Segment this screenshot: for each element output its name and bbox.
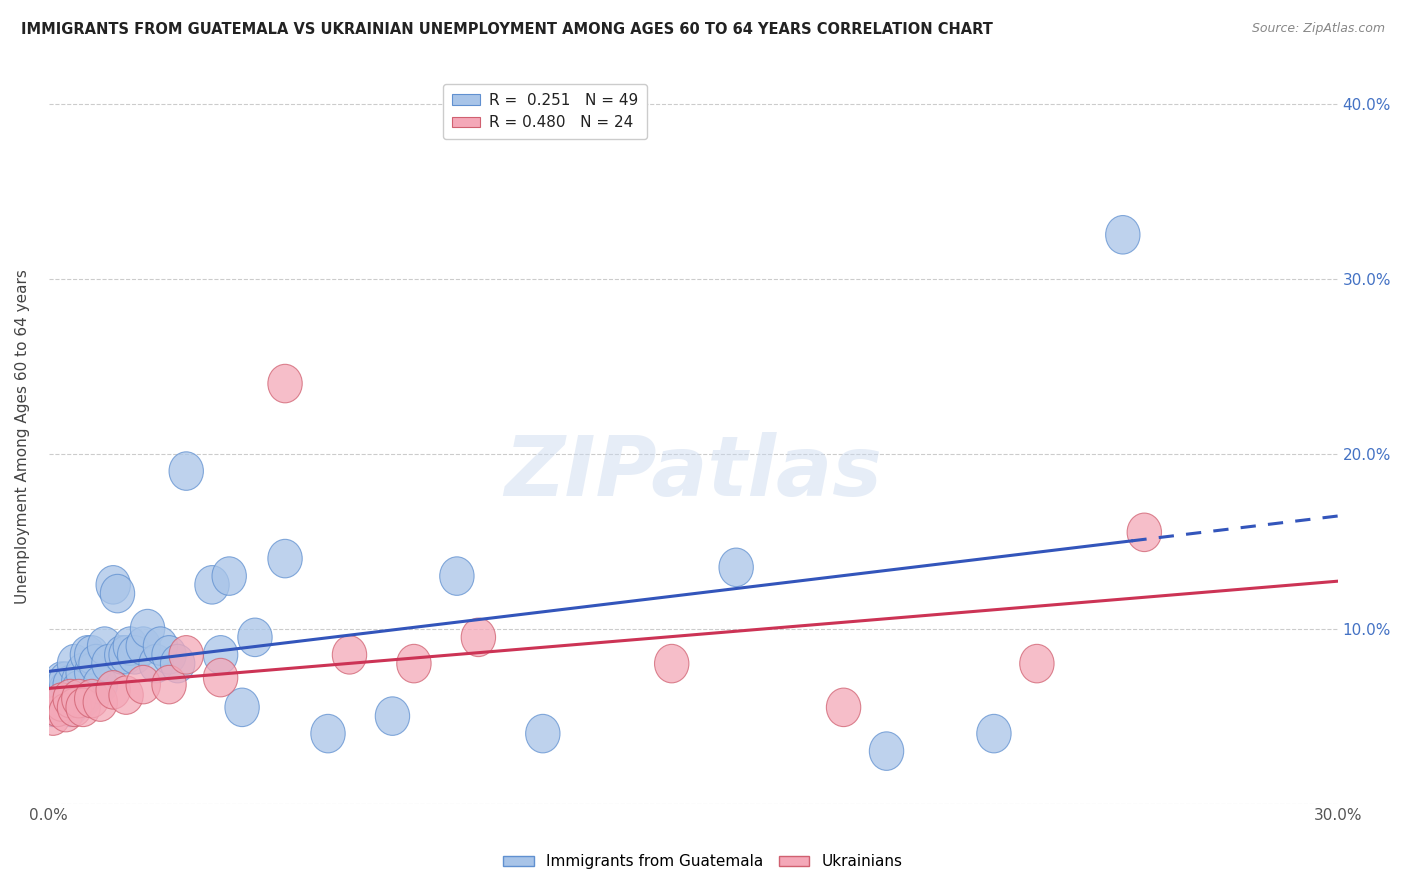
Ellipse shape [396, 644, 432, 683]
Y-axis label: Unemployment Among Ages 60 to 64 years: Unemployment Among Ages 60 to 64 years [15, 268, 30, 604]
Ellipse shape [87, 627, 122, 665]
Ellipse shape [53, 688, 87, 727]
Ellipse shape [66, 688, 100, 727]
Ellipse shape [104, 636, 139, 674]
Ellipse shape [311, 714, 346, 753]
Ellipse shape [45, 662, 79, 700]
Ellipse shape [53, 665, 87, 704]
Ellipse shape [169, 452, 204, 491]
Ellipse shape [127, 665, 160, 704]
Ellipse shape [269, 540, 302, 578]
Ellipse shape [96, 566, 131, 604]
Ellipse shape [152, 665, 186, 704]
Ellipse shape [75, 653, 108, 691]
Ellipse shape [131, 609, 165, 648]
Ellipse shape [212, 557, 246, 595]
Ellipse shape [62, 671, 96, 709]
Ellipse shape [127, 627, 160, 665]
Text: ZIPatlas: ZIPatlas [505, 433, 882, 513]
Ellipse shape [108, 676, 143, 714]
Ellipse shape [49, 662, 83, 700]
Ellipse shape [152, 636, 186, 674]
Ellipse shape [83, 665, 118, 704]
Ellipse shape [375, 697, 409, 735]
Ellipse shape [225, 688, 259, 727]
Ellipse shape [118, 636, 152, 674]
Ellipse shape [204, 636, 238, 674]
Ellipse shape [526, 714, 560, 753]
Ellipse shape [718, 548, 754, 587]
Ellipse shape [41, 671, 75, 709]
Ellipse shape [269, 364, 302, 403]
Ellipse shape [58, 688, 91, 727]
Ellipse shape [70, 636, 104, 674]
Ellipse shape [37, 697, 70, 735]
Ellipse shape [108, 636, 143, 674]
Ellipse shape [440, 557, 474, 595]
Ellipse shape [66, 653, 100, 691]
Ellipse shape [332, 636, 367, 674]
Ellipse shape [143, 627, 177, 665]
Ellipse shape [827, 688, 860, 727]
Ellipse shape [75, 636, 108, 674]
Ellipse shape [83, 683, 118, 722]
Legend: Immigrants from Guatemala, Ukrainians: Immigrants from Guatemala, Ukrainians [498, 848, 908, 875]
Ellipse shape [49, 693, 83, 731]
Ellipse shape [66, 680, 100, 718]
Ellipse shape [1105, 216, 1140, 254]
Ellipse shape [41, 688, 75, 727]
Ellipse shape [461, 618, 495, 657]
Ellipse shape [204, 658, 238, 697]
Ellipse shape [195, 566, 229, 604]
Legend: R =  0.251   N = 49, R = 0.480   N = 24: R = 0.251 N = 49, R = 0.480 N = 24 [443, 84, 647, 139]
Ellipse shape [75, 680, 108, 718]
Ellipse shape [53, 680, 87, 718]
Ellipse shape [45, 683, 79, 722]
Ellipse shape [37, 688, 70, 727]
Ellipse shape [58, 680, 91, 718]
Ellipse shape [62, 680, 96, 718]
Ellipse shape [49, 671, 83, 709]
Ellipse shape [79, 644, 114, 683]
Ellipse shape [58, 644, 91, 683]
Ellipse shape [1128, 513, 1161, 551]
Text: IMMIGRANTS FROM GUATEMALA VS UKRAINIAN UNEMPLOYMENT AMONG AGES 60 TO 64 YEARS CO: IMMIGRANTS FROM GUATEMALA VS UKRAINIAN U… [21, 22, 993, 37]
Ellipse shape [160, 644, 195, 683]
Ellipse shape [62, 662, 96, 700]
Ellipse shape [977, 714, 1011, 753]
Ellipse shape [91, 644, 127, 683]
Ellipse shape [139, 644, 173, 683]
Ellipse shape [869, 731, 904, 771]
Ellipse shape [1019, 644, 1054, 683]
Ellipse shape [41, 688, 75, 727]
Ellipse shape [96, 671, 131, 709]
Ellipse shape [655, 644, 689, 683]
Ellipse shape [45, 680, 79, 718]
Text: Source: ZipAtlas.com: Source: ZipAtlas.com [1251, 22, 1385, 36]
Ellipse shape [169, 636, 204, 674]
Ellipse shape [100, 574, 135, 613]
Ellipse shape [238, 618, 273, 657]
Ellipse shape [114, 627, 148, 665]
